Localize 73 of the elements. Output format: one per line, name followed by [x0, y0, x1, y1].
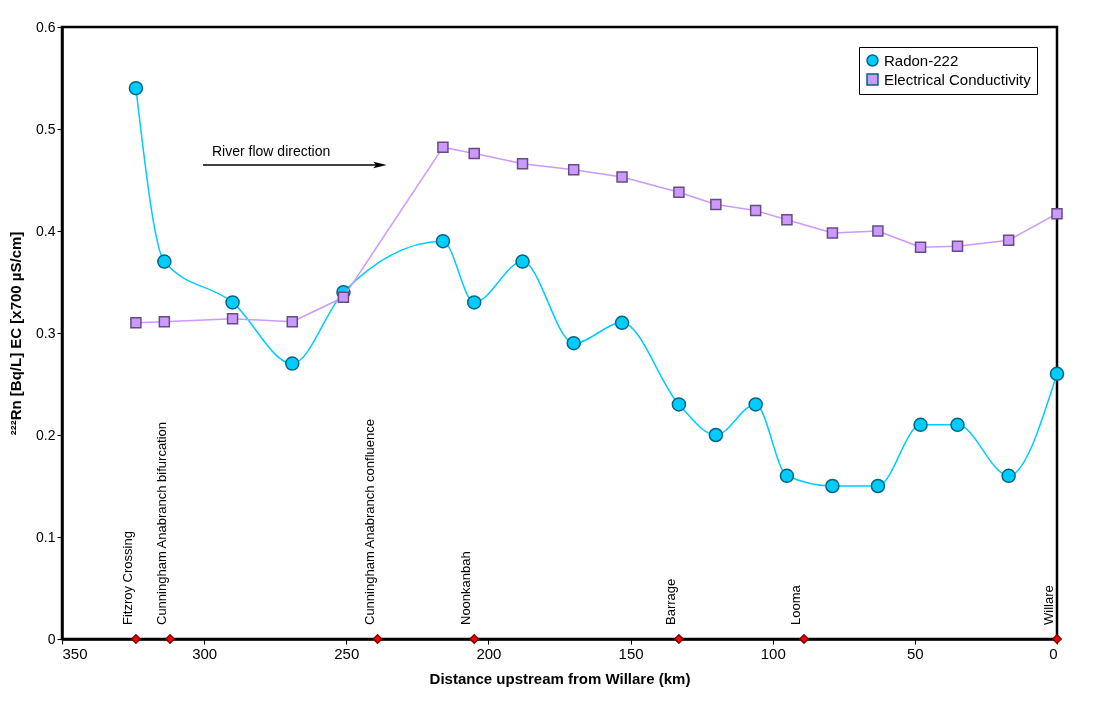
point [708, 427, 724, 443]
point [779, 468, 795, 484]
y-tick-label: 0.4 [36, 222, 56, 239]
data-label: Cunningham Anabranch confluence [361, 419, 377, 625]
y-axis-title: ²²²Rn [Bq/L] EC [x700 µS/cm] [7, 231, 25, 436]
data-label: Barrage [662, 578, 678, 625]
point [466, 295, 482, 310]
legend-label: Electrical Conductivity [884, 70, 1032, 88]
point [673, 186, 685, 198]
point [566, 335, 581, 351]
point [1001, 468, 1016, 484]
point [872, 225, 884, 237]
y-tick-label: 0.6 [36, 18, 56, 35]
x-tick-label: 350 [62, 644, 88, 662]
point [1049, 366, 1065, 382]
x-tick-label: 300 [192, 644, 218, 662]
data-label: Willare [1041, 585, 1056, 625]
point [616, 171, 628, 183]
point [437, 141, 449, 154]
x-tick-label: 250 [334, 644, 360, 662]
point [130, 634, 141, 644]
point [870, 478, 886, 494]
point [226, 312, 239, 325]
point [372, 634, 383, 644]
point [130, 317, 142, 329]
x-tick-label: 200 [476, 644, 502, 662]
point [826, 227, 839, 239]
point [567, 164, 580, 176]
point [225, 295, 240, 310]
y-tick-label: 0.5 [36, 120, 56, 137]
point [157, 254, 172, 269]
point [671, 397, 687, 412]
y-tick-label: 0.2 [36, 426, 56, 443]
data-label: Looma [787, 584, 803, 625]
point [950, 417, 965, 433]
point [515, 254, 530, 269]
point [614, 315, 630, 331]
point [158, 316, 171, 328]
point [1002, 234, 1015, 246]
point [285, 356, 300, 371]
point [673, 634, 684, 644]
point [951, 240, 964, 253]
annotation: River flow direction [212, 143, 331, 159]
point [469, 634, 480, 644]
x-tick-label: 100 [760, 644, 786, 662]
y-tick-label: 0 [47, 630, 56, 647]
point [825, 478, 840, 494]
point [748, 397, 763, 412]
point [799, 634, 809, 644]
point [781, 214, 793, 226]
point [1051, 207, 1063, 220]
point [710, 198, 722, 211]
y-tick-label: 0.3 [36, 324, 56, 341]
x-tick-label: 150 [618, 644, 644, 662]
x-axis-title: Distance upstream from Willare (km) [429, 669, 691, 687]
data-label: Noonkanbah [458, 551, 474, 625]
legend-label: Radon-222 [884, 51, 959, 69]
point [913, 417, 928, 433]
point [337, 291, 350, 304]
point [286, 316, 299, 328]
point [1052, 634, 1062, 644]
point [516, 157, 529, 170]
point [128, 80, 144, 96]
data-label: Cunningham Anabranch bifurcation [154, 421, 170, 625]
point [749, 204, 762, 217]
x-tick-label: 0 [1049, 644, 1058, 662]
data-label: Fitzroy Crossing [119, 531, 135, 625]
point [165, 634, 175, 644]
x-tick-label: 50 [907, 644, 924, 662]
point [914, 241, 927, 254]
point [435, 233, 451, 249]
point [468, 147, 480, 160]
y-tick-label: 0.1 [36, 528, 56, 545]
